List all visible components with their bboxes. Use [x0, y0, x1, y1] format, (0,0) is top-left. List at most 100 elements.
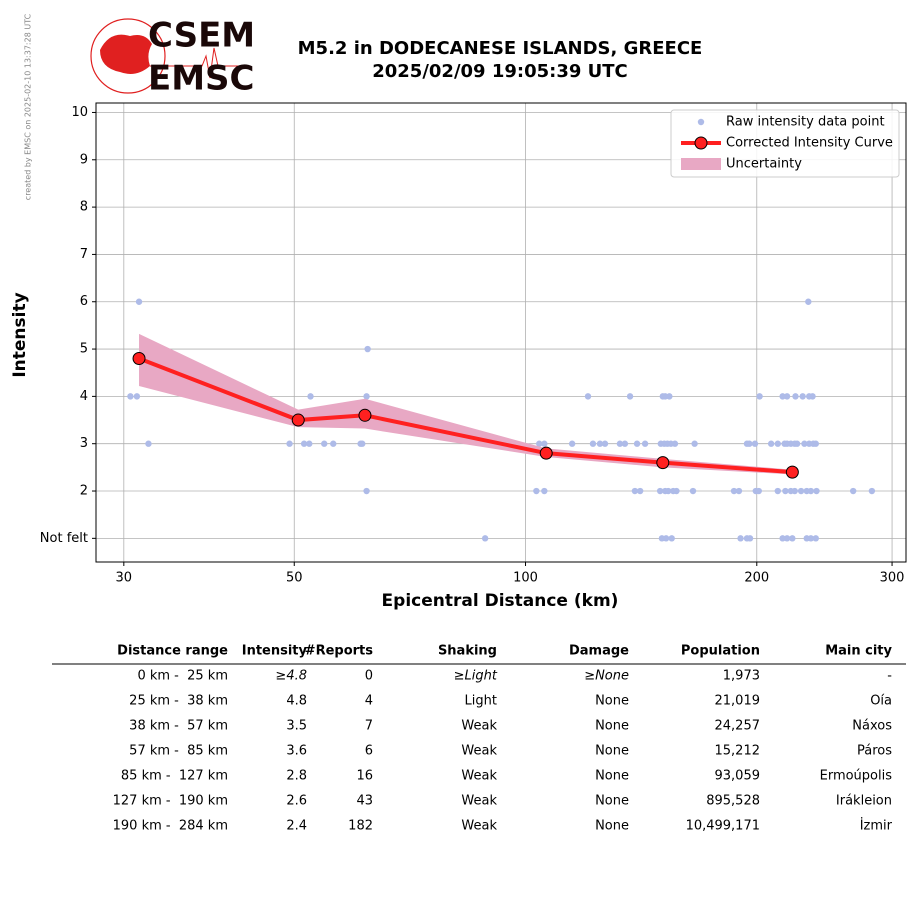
data-point: [631, 487, 639, 495]
data-point: [746, 440, 753, 447]
legend-label: Corrected Intensity Curve: [726, 136, 893, 151]
data-point: [145, 440, 152, 447]
logo-wave: [150, 47, 248, 79]
data-point: [779, 393, 786, 400]
y-tick-label: 10: [71, 105, 88, 120]
data-point: [792, 393, 799, 400]
data-point: [359, 440, 366, 447]
table-header: Shaking: [438, 644, 497, 659]
data-point: [691, 440, 698, 447]
table-cell: 127 km - 190 km: [113, 794, 228, 809]
table-cell: Páros: [857, 744, 892, 759]
table-cell: Ermoúpolis: [820, 769, 893, 784]
table-cell: Náxos: [852, 719, 892, 734]
curve-marker: [291, 413, 305, 427]
table-cell: 895,528: [706, 794, 760, 809]
data-point: [797, 487, 805, 495]
table-cell: 24,257: [715, 719, 761, 734]
table-cell: 190 km - 284 km: [113, 819, 228, 834]
data-point: [756, 393, 763, 400]
data-point: [596, 440, 604, 447]
legend-label: Uncertainty: [726, 157, 802, 172]
data-point: [849, 487, 857, 495]
data-point: [868, 487, 876, 495]
table-cell: 3.6: [286, 744, 307, 759]
table-cell: 7: [365, 719, 373, 734]
curve-marker: [785, 465, 799, 479]
data-point: [793, 440, 801, 447]
table-cell: None: [595, 794, 629, 809]
legend-swatch: [697, 118, 705, 126]
table-cell: 57 km - 85 km: [129, 744, 228, 759]
logo-text: CSEM: [148, 16, 255, 56]
data-point: [481, 535, 489, 542]
y-tick-label: 6: [80, 294, 88, 309]
curve: [138, 356, 793, 475]
data-point: [665, 487, 672, 495]
data-point: [774, 487, 781, 495]
data-point: [135, 298, 143, 305]
data-point: [306, 440, 313, 447]
table-cell: ≥4.8: [275, 669, 307, 684]
data-point: [783, 393, 791, 400]
data-point: [626, 393, 634, 400]
data-point: [321, 440, 328, 447]
logo-map: [100, 34, 152, 74]
data-point: [789, 535, 796, 542]
y-axis-label: Intensity: [10, 292, 30, 377]
logo-text: EMSC: [148, 59, 255, 99]
table-cell: 4.8: [286, 694, 307, 709]
table-cell: Weak: [461, 819, 497, 834]
data-point: [589, 440, 597, 447]
table-cell: 6: [365, 744, 373, 759]
data-point: [601, 440, 609, 447]
y-tick-label: 4: [80, 389, 88, 404]
table-cell: İzmir: [860, 818, 893, 834]
table-cell: None: [595, 719, 629, 734]
data-point: [666, 393, 673, 400]
data-point: [767, 440, 775, 447]
table-cell: 2.8: [286, 769, 307, 784]
legend-label: Raw intensity data point: [726, 115, 885, 130]
table-cell: None: [595, 744, 629, 759]
data-point: [737, 535, 744, 542]
logo: CSEM EMSC: [90, 16, 255, 99]
x-axis-label: Epicentral Distance (km): [382, 591, 619, 611]
table-header: Distance range: [117, 644, 228, 659]
table-cell: 10,499,171: [686, 819, 760, 834]
data-point: [656, 487, 664, 495]
data-point: [783, 535, 791, 542]
y-tick-label: 7: [80, 247, 88, 262]
data-point: [363, 393, 370, 400]
table-cell: Light: [465, 694, 497, 709]
uncertainty-band: [139, 333, 793, 475]
table-cell: 4: [365, 694, 373, 709]
data-point: [801, 440, 808, 447]
data-point: [533, 487, 540, 495]
table-cell: 43: [356, 794, 373, 809]
table-cell: -: [887, 669, 892, 684]
data-point: [133, 393, 141, 400]
data-point: [805, 298, 812, 305]
legend-swatch: [694, 136, 708, 150]
x-tick-label: 30: [116, 571, 133, 586]
data-point: [809, 393, 816, 400]
table-cell: 16: [356, 769, 373, 784]
table-cell: 38 km - 57 km: [129, 719, 228, 734]
table-cell: ≥None: [584, 669, 629, 684]
data-point: [584, 393, 592, 400]
plot-frame: [95, 102, 907, 563]
table-cell: 0: [365, 669, 373, 684]
table-cell: Irákleion: [836, 794, 892, 809]
data-point: [568, 440, 576, 447]
data-point: [779, 535, 786, 542]
data-point: [807, 535, 815, 542]
table-header: #Reports: [305, 644, 374, 659]
data-point: [668, 535, 675, 542]
table-header: Damage: [569, 644, 629, 659]
table-cell: ≥Light: [454, 669, 498, 684]
table-cell: Oía: [870, 694, 892, 709]
data-point: [799, 393, 806, 400]
curve-marker: [132, 352, 146, 366]
